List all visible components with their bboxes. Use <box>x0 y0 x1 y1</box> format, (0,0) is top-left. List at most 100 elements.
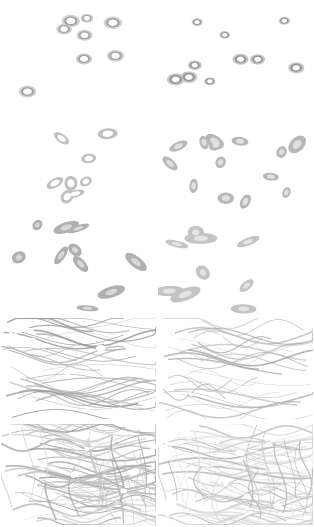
Circle shape <box>77 31 92 40</box>
Circle shape <box>81 33 88 37</box>
Circle shape <box>192 64 197 67</box>
Circle shape <box>291 64 301 71</box>
Ellipse shape <box>213 142 219 147</box>
Ellipse shape <box>202 140 206 145</box>
Ellipse shape <box>232 138 248 145</box>
Ellipse shape <box>164 289 175 293</box>
Ellipse shape <box>54 221 78 233</box>
Ellipse shape <box>62 225 71 230</box>
Ellipse shape <box>244 284 249 288</box>
Circle shape <box>40 463 46 467</box>
Ellipse shape <box>55 133 68 144</box>
Circle shape <box>84 16 89 20</box>
Ellipse shape <box>180 291 191 297</box>
Ellipse shape <box>173 242 181 246</box>
Text: I: I <box>8 431 12 444</box>
Ellipse shape <box>218 193 233 203</box>
Ellipse shape <box>71 192 79 196</box>
Ellipse shape <box>78 261 83 267</box>
Ellipse shape <box>16 255 21 259</box>
Ellipse shape <box>170 141 187 151</box>
Text: G: G <box>8 325 18 338</box>
Circle shape <box>191 62 199 68</box>
Ellipse shape <box>68 225 89 232</box>
Circle shape <box>289 63 304 73</box>
Ellipse shape <box>36 223 39 227</box>
Ellipse shape <box>55 247 67 264</box>
Ellipse shape <box>289 136 305 153</box>
Ellipse shape <box>59 252 63 259</box>
Ellipse shape <box>68 180 74 187</box>
Ellipse shape <box>155 287 183 296</box>
Circle shape <box>72 472 78 476</box>
Circle shape <box>27 338 36 344</box>
Circle shape <box>110 52 121 60</box>
Circle shape <box>293 66 299 70</box>
Circle shape <box>220 32 229 38</box>
Text: B: B <box>165 9 174 22</box>
Circle shape <box>65 370 71 374</box>
Ellipse shape <box>280 150 284 154</box>
Ellipse shape <box>277 147 286 157</box>
Circle shape <box>57 358 62 362</box>
Circle shape <box>83 16 91 21</box>
Ellipse shape <box>73 248 77 252</box>
Ellipse shape <box>132 259 140 265</box>
Ellipse shape <box>268 175 274 178</box>
Circle shape <box>233 54 248 64</box>
Circle shape <box>175 384 179 387</box>
Ellipse shape <box>166 240 187 248</box>
Circle shape <box>192 19 202 25</box>
Circle shape <box>86 408 89 410</box>
Ellipse shape <box>82 154 95 162</box>
Ellipse shape <box>239 307 248 310</box>
Circle shape <box>253 56 263 63</box>
Ellipse shape <box>222 196 229 200</box>
Ellipse shape <box>85 157 92 160</box>
Ellipse shape <box>61 190 73 203</box>
Circle shape <box>189 393 193 395</box>
Text: C: C <box>8 114 17 128</box>
Circle shape <box>79 32 89 38</box>
Circle shape <box>193 375 201 379</box>
Circle shape <box>236 56 246 63</box>
Ellipse shape <box>98 286 124 298</box>
Ellipse shape <box>211 138 219 144</box>
Circle shape <box>108 51 123 61</box>
Circle shape <box>85 448 89 451</box>
Circle shape <box>97 346 105 351</box>
Ellipse shape <box>294 141 301 148</box>
Ellipse shape <box>163 157 177 170</box>
Ellipse shape <box>64 193 70 200</box>
Circle shape <box>146 489 149 490</box>
Circle shape <box>251 55 264 64</box>
Circle shape <box>121 489 126 493</box>
Ellipse shape <box>285 190 288 194</box>
Circle shape <box>181 72 197 82</box>
Text: J: J <box>165 431 169 444</box>
Ellipse shape <box>192 183 195 189</box>
Ellipse shape <box>13 252 25 263</box>
Circle shape <box>194 20 200 24</box>
Circle shape <box>236 450 244 455</box>
Ellipse shape <box>200 136 208 149</box>
Circle shape <box>79 55 89 62</box>
Ellipse shape <box>77 306 98 310</box>
Ellipse shape <box>210 140 223 150</box>
Ellipse shape <box>171 287 200 302</box>
Ellipse shape <box>81 177 91 186</box>
Ellipse shape <box>99 129 117 139</box>
Ellipse shape <box>175 144 182 148</box>
Ellipse shape <box>185 233 216 243</box>
Circle shape <box>238 387 246 393</box>
Ellipse shape <box>264 173 278 180</box>
Ellipse shape <box>193 230 199 235</box>
Circle shape <box>107 19 119 27</box>
Ellipse shape <box>126 253 146 270</box>
Ellipse shape <box>47 178 62 188</box>
Text: E: E <box>8 220 16 233</box>
Text: H: H <box>165 325 175 338</box>
Circle shape <box>189 61 201 69</box>
Circle shape <box>208 80 212 83</box>
Ellipse shape <box>190 180 197 192</box>
